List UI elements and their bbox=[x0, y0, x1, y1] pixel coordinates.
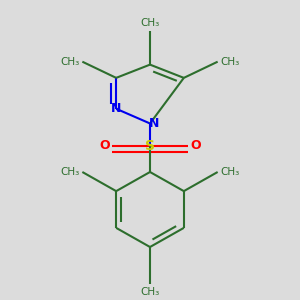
Text: CH₃: CH₃ bbox=[60, 167, 80, 177]
Text: CH₃: CH₃ bbox=[140, 18, 160, 28]
Text: N: N bbox=[149, 117, 160, 130]
Text: CH₃: CH₃ bbox=[60, 57, 80, 67]
Text: O: O bbox=[99, 139, 110, 152]
Text: N: N bbox=[111, 102, 122, 115]
Text: CH₃: CH₃ bbox=[220, 57, 240, 67]
Text: O: O bbox=[190, 139, 201, 152]
Text: CH₃: CH₃ bbox=[220, 167, 240, 177]
Text: S: S bbox=[145, 139, 155, 152]
Text: CH₃: CH₃ bbox=[140, 287, 160, 297]
